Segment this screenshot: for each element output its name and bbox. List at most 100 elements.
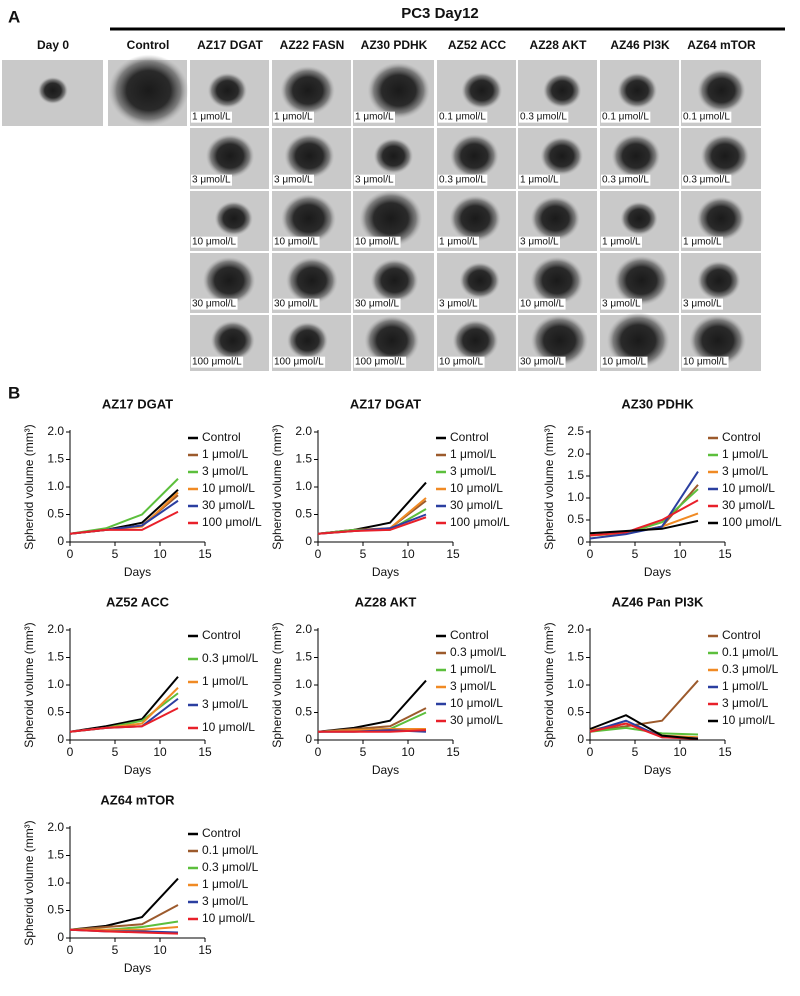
dose-label: 3 μmol/L [274, 175, 313, 186]
dose-label: 30 μmol/L [192, 299, 237, 310]
data-line [317, 679, 427, 733]
legend-label: 10 μmol/L [202, 481, 255, 495]
data-line [69, 928, 179, 935]
x-tick-label: 15 [446, 745, 460, 759]
legend-label: 1 μmol/L [202, 447, 249, 461]
spheroid [530, 196, 580, 241]
x-tick-label: 0 [587, 547, 594, 561]
dose-label-bg [601, 298, 642, 310]
dose-label-bg [601, 236, 642, 248]
legend-label: Control [450, 628, 489, 642]
dose-label-bg [601, 356, 648, 368]
legend-label: 1 μmol/L [202, 674, 249, 688]
dose-label-bg [519, 174, 560, 186]
dose-label: 3 μmol/L [192, 175, 231, 186]
y-tick-label: 2.0 [47, 820, 64, 834]
dose-label-bg [438, 174, 488, 186]
spheroid [37, 77, 68, 104]
spheroid [286, 257, 338, 304]
x-tick-label: 0 [587, 745, 594, 759]
legend-label: Control [202, 628, 241, 642]
dose-label-bg [273, 356, 326, 368]
dose-label: 100 μmol/L [192, 357, 242, 368]
dose-label-bg [682, 174, 732, 186]
x-axis-label: Days [644, 763, 671, 777]
x-tick-label: 10 [401, 547, 415, 561]
x-axis-label: Days [644, 565, 671, 579]
x-tick-label: 15 [718, 547, 732, 561]
legend-label: 0.3 μmol/L [450, 645, 507, 659]
dose-label-bg [273, 174, 314, 186]
chart-title: AZ52 ACC [106, 594, 170, 609]
legend-label: 100 μmol/L [450, 515, 510, 529]
dose-label-bg [438, 356, 485, 368]
y-axis-label: Spheroid volume (mm³) [270, 622, 284, 747]
dose-label-bg [191, 174, 232, 186]
x-tick-label: 15 [198, 943, 212, 957]
legend-label: Control [450, 430, 489, 444]
spheroid [450, 134, 499, 178]
dose-label-bg [601, 174, 651, 186]
legend-label: 0.3 μmol/L [202, 651, 259, 665]
dose-label: 3 μmol/L [439, 299, 478, 310]
legend-label: 10 μmol/L [450, 481, 503, 495]
dose-label-bg [682, 356, 729, 368]
x-tick-label: 15 [198, 745, 212, 759]
y-tick-label: 1.0 [567, 490, 584, 504]
x-tick-label: 5 [112, 943, 119, 957]
y-tick-label: 1.5 [295, 650, 312, 664]
panel-title: PC3 Day12 [401, 5, 479, 22]
legend-label: 100 μmol/L [722, 515, 782, 529]
y-tick-label: 0.5 [47, 705, 64, 719]
spheroid [280, 66, 335, 115]
dose-label: 1 μmol/L [439, 237, 478, 248]
data-line [69, 707, 179, 733]
dose-label-bg [519, 236, 560, 248]
spheroid [696, 196, 746, 241]
y-tick-label: 1.5 [567, 468, 584, 482]
data-line [317, 516, 427, 535]
dose-label: 10 μmol/L [192, 237, 237, 248]
chart-title: AZ17 DGAT [102, 396, 173, 411]
y-tick-label: 1.0 [295, 677, 312, 691]
spheroid [530, 314, 589, 367]
dose-label-bg [519, 111, 569, 123]
legend-label: 10 μmol/L [722, 713, 775, 727]
spheroid [205, 134, 255, 178]
dose-label: 1 μmol/L [520, 175, 559, 186]
y-tick-label: 1.5 [567, 650, 584, 664]
y-axis-label: Spheroid volume (mm³) [22, 424, 36, 549]
legend-label: 3 μmol/L [202, 697, 249, 711]
legend-label: Control [202, 430, 241, 444]
spheroid [606, 312, 670, 369]
y-tick-label: 0.5 [567, 705, 584, 719]
dose-label: 3 μmol/L [355, 175, 394, 186]
spheroid [689, 314, 747, 367]
dose-label: 0.3 μmol/L [439, 175, 486, 186]
dose-label-bg [354, 174, 395, 186]
legend-label: 0.3 μmol/L [722, 662, 779, 676]
x-tick-label: 5 [632, 547, 639, 561]
column-header: AZ17 DGAT [197, 38, 263, 52]
y-tick-label: 1.0 [295, 479, 312, 493]
dose-label-bg [354, 298, 401, 310]
dose-label-bg [438, 236, 479, 248]
dose-label-bg [601, 111, 651, 123]
x-axis-label: Days [372, 565, 399, 579]
legend-label: 0.3 μmol/L [202, 860, 259, 874]
x-tick-label: 15 [718, 745, 732, 759]
spheroid [617, 72, 658, 109]
dose-label: 1 μmol/L [602, 237, 641, 248]
legend-label: Control [202, 826, 241, 840]
legend-label: 30 μmol/L [450, 713, 503, 727]
legend-label: 100 μmol/L [202, 515, 262, 529]
y-tick-label: 0 [57, 732, 64, 746]
dose-label: 100 μmol/L [274, 357, 324, 368]
spheroid [108, 54, 189, 127]
legend-label: 10 μmol/L [202, 720, 255, 734]
y-tick-label: 0 [305, 732, 312, 746]
y-tick-label: 1.5 [47, 848, 64, 862]
dose-label-bg [519, 356, 566, 368]
data-line [69, 510, 179, 535]
legend-label: 1 μmol/L [722, 447, 769, 461]
